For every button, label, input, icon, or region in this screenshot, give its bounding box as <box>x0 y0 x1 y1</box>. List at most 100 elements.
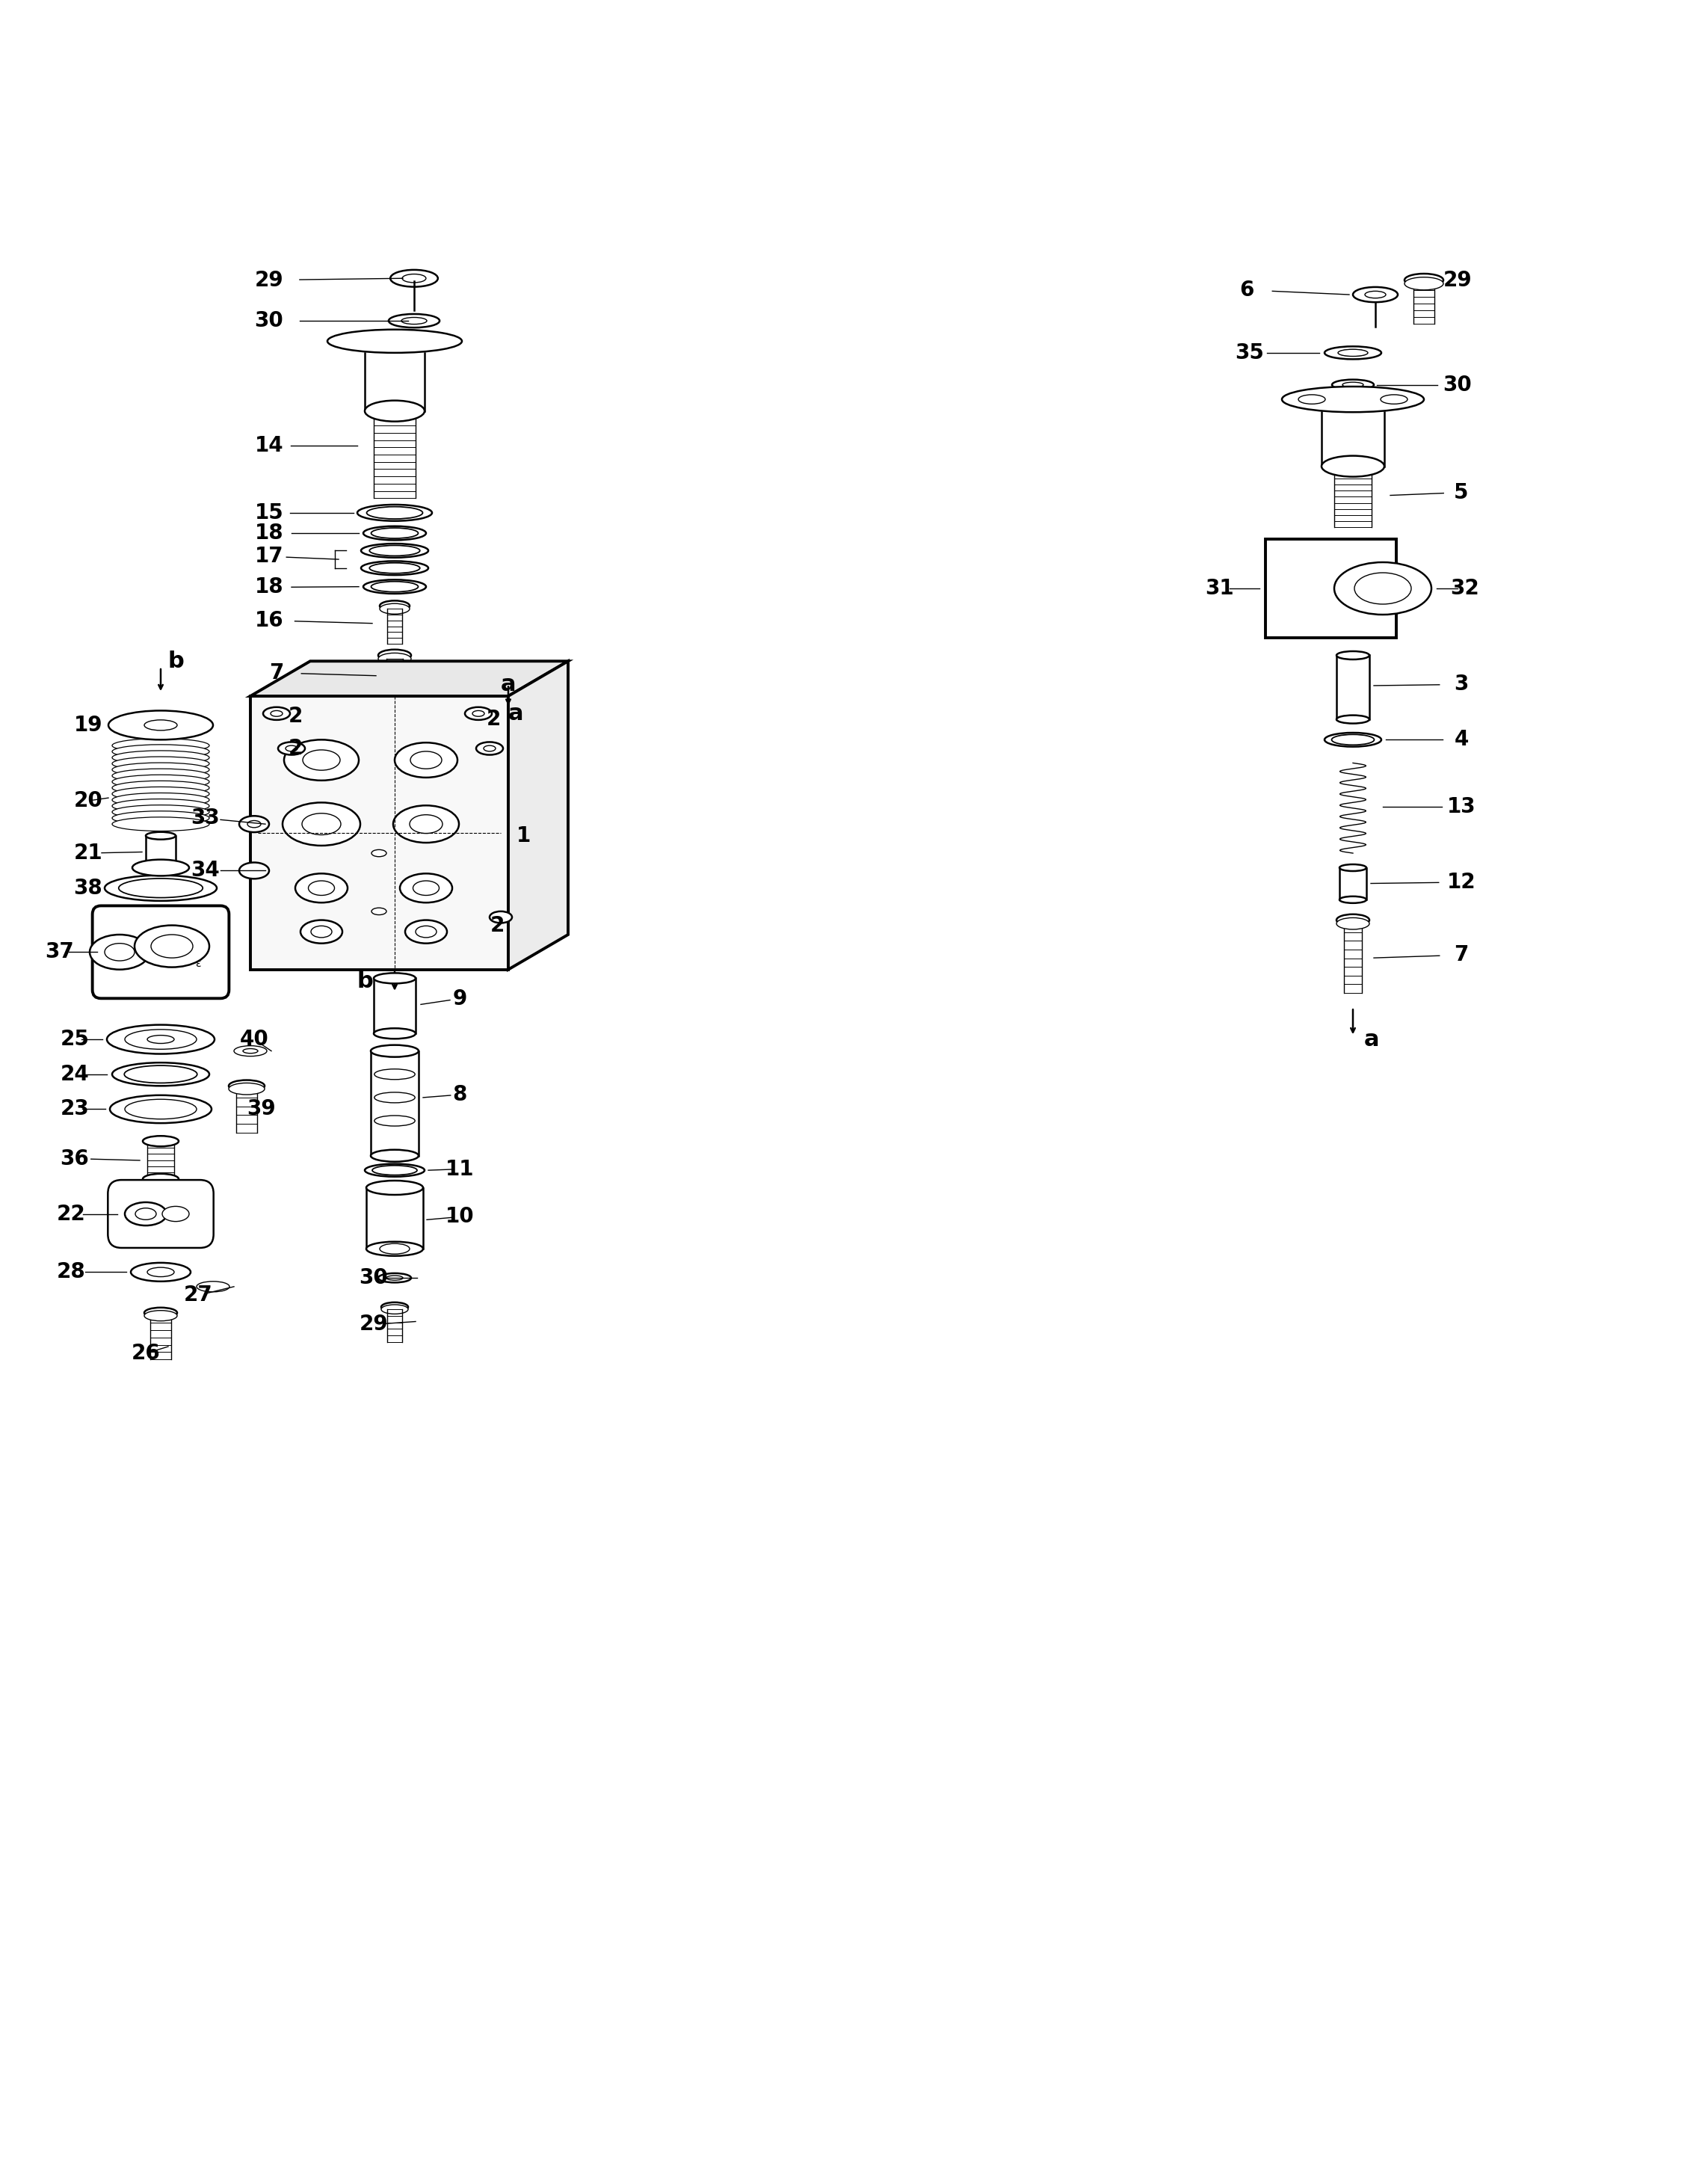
Ellipse shape <box>229 1081 265 1092</box>
Text: 29: 29 <box>358 1315 387 1334</box>
Ellipse shape <box>243 1048 258 1053</box>
Ellipse shape <box>372 909 386 915</box>
Ellipse shape <box>151 935 194 959</box>
Text: 7: 7 <box>1454 943 1468 965</box>
Ellipse shape <box>409 815 442 834</box>
Text: a: a <box>501 673 516 695</box>
Ellipse shape <box>229 1083 265 1094</box>
Ellipse shape <box>112 745 209 758</box>
Polygon shape <box>250 662 567 697</box>
Ellipse shape <box>1339 865 1366 871</box>
Ellipse shape <box>1381 395 1407 404</box>
Polygon shape <box>508 662 567 970</box>
Text: 38: 38 <box>73 878 102 898</box>
Ellipse shape <box>386 1275 403 1280</box>
Ellipse shape <box>476 743 503 756</box>
Text: 2: 2 <box>289 705 302 727</box>
Ellipse shape <box>370 1149 418 1162</box>
Text: 14: 14 <box>255 435 284 456</box>
Ellipse shape <box>263 708 291 721</box>
Text: 2: 2 <box>289 738 302 758</box>
Ellipse shape <box>1337 714 1369 723</box>
Ellipse shape <box>1342 382 1363 387</box>
Ellipse shape <box>379 649 411 662</box>
Text: 19: 19 <box>73 714 102 736</box>
Ellipse shape <box>1283 387 1424 413</box>
Ellipse shape <box>374 1068 415 1079</box>
Ellipse shape <box>270 710 282 716</box>
Ellipse shape <box>296 874 348 902</box>
Ellipse shape <box>148 1267 175 1278</box>
Ellipse shape <box>379 1243 409 1254</box>
Text: 15: 15 <box>255 502 284 524</box>
Text: 12: 12 <box>1448 871 1476 893</box>
Ellipse shape <box>370 529 418 539</box>
Ellipse shape <box>134 926 209 968</box>
Ellipse shape <box>136 1208 156 1219</box>
Ellipse shape <box>112 786 209 802</box>
Ellipse shape <box>240 817 268 832</box>
Ellipse shape <box>370 1044 418 1057</box>
Ellipse shape <box>357 505 432 522</box>
Ellipse shape <box>367 1243 423 1256</box>
Ellipse shape <box>372 850 386 856</box>
Text: 29: 29 <box>1442 269 1471 290</box>
Ellipse shape <box>112 810 209 826</box>
Text: 35: 35 <box>1235 343 1264 363</box>
Text: ε: ε <box>195 959 200 970</box>
Text: 24: 24 <box>59 1064 90 1085</box>
Ellipse shape <box>489 911 511 924</box>
Ellipse shape <box>394 743 457 778</box>
Ellipse shape <box>413 880 438 895</box>
Ellipse shape <box>1325 732 1381 747</box>
Ellipse shape <box>1352 286 1398 301</box>
Ellipse shape <box>391 271 438 286</box>
Ellipse shape <box>112 751 209 764</box>
Text: 2: 2 <box>489 915 505 937</box>
Ellipse shape <box>112 762 209 778</box>
Text: a: a <box>1364 1029 1380 1051</box>
Text: 3: 3 <box>1454 675 1468 695</box>
Ellipse shape <box>404 919 447 943</box>
Ellipse shape <box>124 1099 197 1118</box>
Ellipse shape <box>416 926 437 937</box>
Ellipse shape <box>124 1066 197 1083</box>
Ellipse shape <box>379 1273 411 1282</box>
Ellipse shape <box>285 745 297 751</box>
Ellipse shape <box>411 751 442 769</box>
Text: 8: 8 <box>452 1083 467 1105</box>
Ellipse shape <box>124 1201 167 1225</box>
Text: 10: 10 <box>445 1206 474 1227</box>
Ellipse shape <box>112 1064 209 1085</box>
Ellipse shape <box>124 1029 197 1048</box>
Ellipse shape <box>381 1304 408 1315</box>
Ellipse shape <box>1337 651 1369 660</box>
Ellipse shape <box>1354 572 1412 605</box>
Text: 29: 29 <box>255 269 284 290</box>
Text: 13: 13 <box>1448 797 1476 817</box>
Text: 40: 40 <box>240 1029 268 1051</box>
Ellipse shape <box>401 317 426 323</box>
Ellipse shape <box>367 1182 423 1195</box>
Ellipse shape <box>365 1164 425 1177</box>
Text: 28: 28 <box>56 1262 85 1282</box>
Text: a: a <box>508 703 523 725</box>
Ellipse shape <box>240 863 268 878</box>
Ellipse shape <box>347 336 369 345</box>
Ellipse shape <box>364 579 426 594</box>
Ellipse shape <box>112 799 209 812</box>
Text: 32: 32 <box>1451 579 1480 598</box>
Text: 4: 4 <box>1454 729 1468 749</box>
Ellipse shape <box>90 935 150 970</box>
Text: 21: 21 <box>73 843 102 863</box>
Ellipse shape <box>472 710 484 716</box>
Text: 7: 7 <box>270 662 284 684</box>
Text: 37: 37 <box>46 941 75 963</box>
Ellipse shape <box>403 273 426 282</box>
Ellipse shape <box>466 708 491 721</box>
Ellipse shape <box>1325 347 1381 358</box>
Ellipse shape <box>148 1035 175 1044</box>
Ellipse shape <box>421 336 443 345</box>
Ellipse shape <box>197 1282 229 1293</box>
Ellipse shape <box>112 806 209 819</box>
